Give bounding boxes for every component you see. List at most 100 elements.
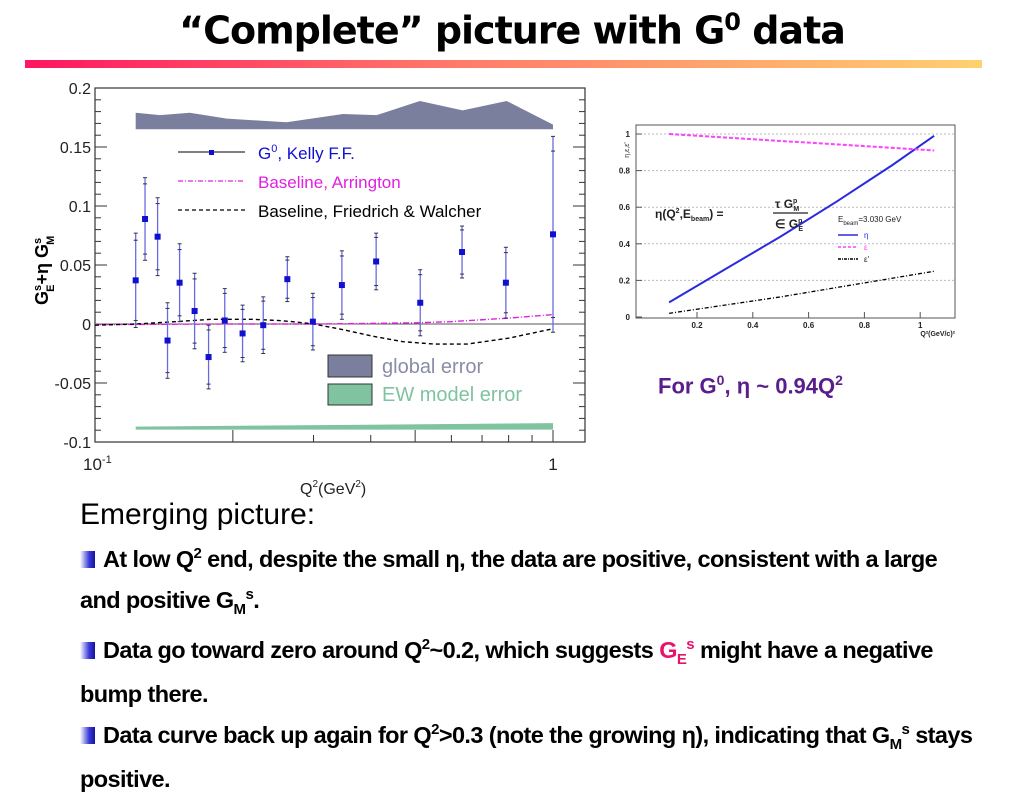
tspan: ∈ G xyxy=(775,217,798,231)
emerging-heading: Emerging picture: xyxy=(80,498,316,531)
caption-a: For G xyxy=(658,373,717,399)
legend-ew-label: EW model error xyxy=(382,384,522,406)
inset-x-tick-label: 0.4 xyxy=(747,321,759,330)
inset-x-tick-label: 0.2 xyxy=(691,321,703,330)
tspan: beam xyxy=(691,216,709,223)
slide-title: “Complete” picture with G0 data xyxy=(0,8,1024,53)
inset-legend-label: η xyxy=(864,231,868,240)
data-point xyxy=(502,279,509,286)
inset-series-line xyxy=(669,133,935,152)
data-point xyxy=(132,277,139,284)
formula-numerator: τ Gp M xyxy=(775,197,799,213)
tspan: , Kelly F.F. xyxy=(277,144,354,163)
tspan: τ G xyxy=(775,197,793,211)
bullet-text: ~0.2, which suggests xyxy=(429,637,660,663)
title-divider xyxy=(25,60,982,68)
y-tick-label: 0 xyxy=(82,317,91,334)
data-point xyxy=(338,282,345,289)
caption-sup2: 2 xyxy=(835,372,843,388)
x-tick-label: 10-1 xyxy=(83,454,112,474)
bullet-text: Data go toward zero around Q xyxy=(103,637,422,663)
bullet-text: s xyxy=(686,636,695,653)
data-point xyxy=(142,215,149,222)
bullet-text: . xyxy=(253,587,260,613)
tspan: p xyxy=(798,218,802,225)
legend-arrington-label: Baseline, Arrington xyxy=(258,173,401,192)
tspan: Q xyxy=(300,481,312,498)
inset-legend-label: ε' xyxy=(864,255,870,264)
tspan: M xyxy=(793,206,799,213)
eta-chart: 00.20.40.60.810.2 0.4 0.6 0.8 1Q²(GeV/c)²η,ε… xyxy=(619,124,956,338)
tspan: ) xyxy=(361,481,366,498)
formula-denominator: ∈ Gp E xyxy=(775,217,803,233)
bullet-item: Data curve back up again for Q2>0.3 (not… xyxy=(80,712,980,797)
tspan: 0 xyxy=(271,143,277,155)
inset-y-axis-label-text: η,ε,ε' xyxy=(624,142,631,157)
inset-frame xyxy=(635,124,956,319)
inset-x-tick-label: 1 xyxy=(918,321,923,330)
tspan: (GeV xyxy=(318,481,356,498)
y-tick-label: -0.1 xyxy=(63,435,91,452)
bullet-text: M xyxy=(233,601,247,618)
inset-y-tick-label: 0.4 xyxy=(619,240,631,249)
y-tick-label: -0.05 xyxy=(55,376,92,393)
data-point xyxy=(205,354,212,361)
x-axis-label: Q2(GeV2) xyxy=(300,479,366,498)
inset-y-tick-label: 0.6 xyxy=(619,203,631,212)
y-axis-label: GsE+η GsM xyxy=(32,236,57,305)
legend-kelly-marker xyxy=(209,150,214,155)
data-point xyxy=(260,322,267,329)
data-point xyxy=(550,231,556,238)
title-end: data xyxy=(740,8,846,53)
inset-y-tick-label: 0.2 xyxy=(619,276,631,285)
inset-legend-title: Ebeam=3.030 GeV xyxy=(838,215,902,227)
tspan: E xyxy=(45,285,57,292)
tspan: 2 xyxy=(676,208,680,215)
data-point xyxy=(459,249,466,256)
eta-caption: For G0, η ~ 0.94Q2 xyxy=(658,372,843,399)
inset-y-tick-label: 0.8 xyxy=(619,167,631,176)
x-tick-exp: -1 xyxy=(102,454,112,466)
data-point xyxy=(221,317,228,324)
bullet-square-icon xyxy=(80,642,95,659)
tspan: M xyxy=(45,236,57,245)
bullet-square-icon xyxy=(80,727,95,744)
inset-x-tick-label: 0.8 xyxy=(859,321,871,330)
bullet-item: Data go toward zero around Q2~0.2, which… xyxy=(80,627,980,712)
bullet-text: 2 xyxy=(193,545,202,562)
bullet-text: 2 xyxy=(421,636,430,653)
title-sup: 0 xyxy=(724,8,741,36)
data-point xyxy=(176,279,183,286)
tspan: 2 xyxy=(355,479,361,490)
data-point xyxy=(417,299,424,306)
legend-fw-label: Baseline, Friedrich & Walcher xyxy=(258,202,482,221)
bullet-square-icon xyxy=(80,551,95,568)
bullet-text: M xyxy=(889,736,903,753)
inset-y-axis-label: η,ε,ε' xyxy=(624,142,631,157)
tspan: +η G xyxy=(32,244,52,285)
bullet-text: 2 xyxy=(431,721,439,738)
tspan: E xyxy=(798,226,803,233)
caption-b: , η ~ 0.94Q xyxy=(724,373,836,399)
inset-legend-label: ε xyxy=(864,243,868,252)
legend-kelly-label: G0, Kelly F.F. xyxy=(258,143,355,163)
legend-global-label: global error xyxy=(382,356,484,378)
data-point xyxy=(309,318,316,325)
bullet-text: G xyxy=(659,637,677,663)
y-tick-label: 0.2 xyxy=(69,81,91,98)
bullet-text: s xyxy=(901,721,910,738)
data-point xyxy=(154,233,161,240)
global-error-band xyxy=(135,100,554,130)
inset-x-tick-label: 0.6 xyxy=(803,321,815,330)
bullet-text: E xyxy=(676,651,687,668)
ew-error-band xyxy=(135,423,554,430)
arrington-curve xyxy=(94,313,554,326)
tspan: =3.030 GeV xyxy=(858,215,902,224)
bullet-text: At low Q xyxy=(103,546,194,572)
tspan: G xyxy=(32,291,52,305)
data-point xyxy=(239,330,246,337)
bullet-text: Data curve back up again for Q xyxy=(103,722,432,748)
tspan: 2 xyxy=(312,479,318,490)
x-tick-base: 10 xyxy=(83,455,102,474)
